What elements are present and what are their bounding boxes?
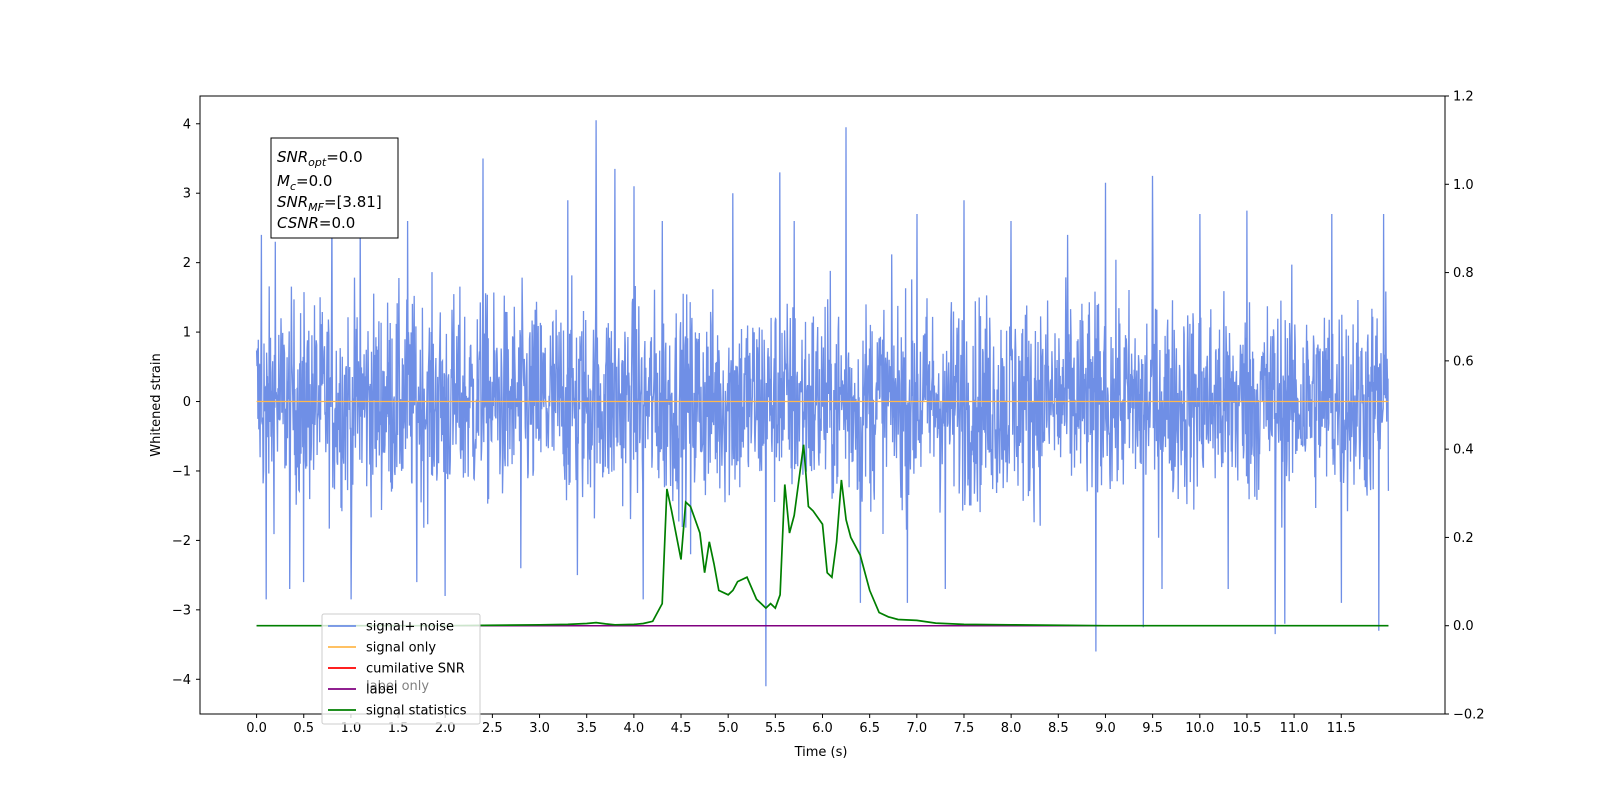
y-tick-label: −2 <box>172 534 191 549</box>
signal-statistics-line <box>256 444 1389 627</box>
legend: label only signal+ noise signal only cumil… <box>321 613 481 725</box>
x-tick-label: 8.5 <box>1048 721 1069 736</box>
y-tick-label: −4 <box>172 673 191 688</box>
annotation-box: SNRopt=0.0 Mc=0.0 SNRMF=[3.81] CSNR=0.0 <box>270 137 399 239</box>
y-axis-title: Whitened strain <box>149 353 164 456</box>
x-tick-label: 2.5 <box>482 721 503 736</box>
signal-noise-line <box>255 120 1390 687</box>
y-tick-label: 1 <box>183 326 191 341</box>
x-tick-label: 8.0 <box>1001 721 1022 736</box>
legend-label: signal only <box>366 641 436 656</box>
y-tick-label: 2 <box>183 256 191 271</box>
x-tick-label: 3.0 <box>529 721 550 736</box>
legend-label: cumilative SNR <box>366 662 465 677</box>
y-tick-label: 4 <box>183 117 191 132</box>
y2-tick-label: 0.8 <box>1453 266 1474 281</box>
x-tick-label: 1.5 <box>388 721 409 736</box>
x-tick-label: 6.5 <box>859 721 880 736</box>
x-axis-ticks: 0.0 0.5 1.0 1.5 2.0 2.5 3.0 3.5 4.0 4.5 5.0 5.5 6.0 6… <box>246 714 1356 736</box>
signal-noise-series <box>255 120 1390 687</box>
annotation-mc: Mc=0.0 <box>277 172 332 193</box>
x-tick-label: 0.5 <box>293 721 314 736</box>
y2-tick-label: 0.4 <box>1453 443 1474 458</box>
legend-label: signal statistics <box>366 704 467 719</box>
y2-tick-label: 1.2 <box>1453 90 1474 105</box>
x-tick-label: 3.5 <box>576 721 597 736</box>
y-tick-label: −1 <box>172 464 191 479</box>
x-tick-label: 7.0 <box>906 721 927 736</box>
x-axis-title: Time (s) <box>794 745 848 760</box>
legend-label: label <box>366 683 397 698</box>
x-tick-label: 9.0 <box>1095 721 1116 736</box>
y2-tick-label: 0.6 <box>1453 354 1474 369</box>
x-tick-label: 7.5 <box>954 721 975 736</box>
y-axis-ticks: 4 3 2 1 0 −1 −2 −3 −4 <box>172 117 200 688</box>
y2-tick-label: 0.2 <box>1453 531 1474 546</box>
x-tick-label: 6.0 <box>812 721 833 736</box>
annotation-csnr: CSNR=0.0 <box>277 214 355 232</box>
x-tick-label: 10.5 <box>1232 721 1261 736</box>
legend-label: signal+ noise <box>366 620 454 635</box>
x-tick-label: 4.5 <box>671 721 692 736</box>
y2-tick-label: 1.0 <box>1453 178 1474 193</box>
x-tick-label: 0.0 <box>246 721 267 736</box>
y-tick-label: −3 <box>172 603 191 618</box>
x-tick-label: 4.0 <box>624 721 645 736</box>
y2-tick-label: 0.0 <box>1453 619 1474 634</box>
x-tick-label: 11.0 <box>1280 721 1309 736</box>
x-tick-label: 1.0 <box>341 721 362 736</box>
signal-statistics-series <box>256 444 1389 627</box>
y2-tick-label: −0.2 <box>1453 708 1485 723</box>
legend-hidden-label: label only <box>366 679 429 694</box>
annotation-snr-opt: SNRopt=0.0 <box>277 148 363 169</box>
x-tick-label: 10.0 <box>1185 721 1214 736</box>
y-tick-label: 3 <box>183 187 191 202</box>
x-tick-label: 5.0 <box>718 721 739 736</box>
y2-axis-ticks: 1.2 1.0 0.8 0.6 0.4 0.2 0.0 −0.2 <box>1445 90 1485 723</box>
x-tick-label: 9.5 <box>1142 721 1163 736</box>
x-tick-label: 11.5 <box>1327 721 1356 736</box>
y-tick-label: 0 <box>183 395 191 410</box>
x-tick-label: 2.0 <box>435 721 456 736</box>
x-tick-label: 5.5 <box>765 721 786 736</box>
annotation-snr-mf: SNRMF=[3.81] <box>277 193 382 214</box>
